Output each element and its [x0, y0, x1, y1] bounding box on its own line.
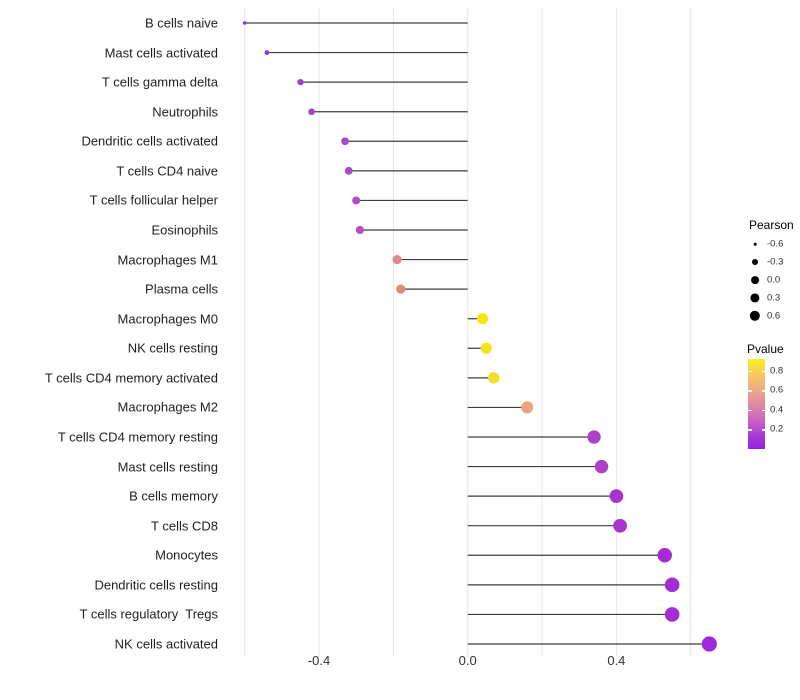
pearson-legend-label: -0.6 [767, 238, 784, 250]
pearson-legend-dot [750, 293, 760, 303]
pvalue-tick-mark [761, 390, 765, 392]
pvalue-tick-mark [748, 370, 752, 373]
pearson-legend-dot [753, 242, 757, 246]
y-axis-label: NK cells resting [127, 340, 218, 356]
lollipop-dot [587, 430, 601, 444]
y-axis-label: Plasma cells [145, 281, 218, 297]
lollipop-dot [392, 254, 402, 265]
pvalue-tick-mark [761, 429, 765, 431]
y-axis-label: T cells CD4 memory activated [44, 370, 218, 386]
y-axis-label: T cells gamma delta [101, 74, 218, 90]
y-axis-label: Monocytes [155, 547, 218, 563]
pearson-legend-label: 0.0 [767, 274, 781, 286]
pvalue-tick-mark [761, 370, 765, 373]
lollipop-dot [264, 50, 270, 55]
pearson-legend-label: -0.3 [767, 256, 784, 268]
y-axis-label: T cells CD8 [151, 518, 218, 534]
pvalue-tick-mark [748, 390, 752, 392]
lollipop-dot [480, 342, 492, 354]
pvalue-tick-label: 0.6 [770, 384, 784, 396]
lollipop-dot [664, 607, 680, 622]
pvalue-tick-label: 0.4 [770, 404, 784, 416]
lollipop-dot [594, 459, 609, 474]
pearson-legend-title: Pearson [749, 218, 794, 232]
lollipop-dot [308, 108, 315, 116]
y-axis-label: Eosinophils [151, 222, 219, 238]
y-axis-label: T cells CD4 memory resting [57, 429, 218, 445]
x-axis-tick-label: 0.4 [607, 653, 626, 668]
y-axis-label: Dendritic cells resting [94, 577, 218, 593]
pearson-legend-dot [751, 276, 759, 284]
y-axis-label: Neutrophils [152, 104, 218, 120]
pvalue-legend-title: Pvalue [747, 342, 784, 356]
y-axis-label: B cells memory [129, 488, 218, 504]
pvalue-tick-mark [748, 429, 752, 431]
y-axis-label: Dendritic cells activated [81, 133, 218, 149]
pearson-legend-label: 0.3 [767, 292, 781, 304]
y-axis-label: Mast cells resting [117, 459, 218, 475]
pvalue-tick-label: 0.8 [770, 364, 784, 376]
lollipop-dot [613, 518, 627, 533]
lollipop-dot [344, 166, 353, 175]
lollipop-dot [476, 313, 489, 325]
x-axis-tick-label: -0.4 [307, 653, 331, 668]
pearson-legend-label: 0.6 [767, 310, 781, 322]
y-axis-label: B cells naive [145, 15, 218, 31]
lollipop-dot [609, 489, 624, 503]
lollipop-dot [341, 137, 349, 146]
y-axis-label: Macrophages M1 [117, 252, 218, 268]
lollipop-dot [242, 21, 247, 25]
x-axis-tick-label: 0.0 [458, 653, 477, 668]
y-axis-label: Macrophages M2 [117, 399, 218, 415]
pearson-legend-dot [752, 259, 758, 265]
pvalue-tick-mark [748, 409, 752, 412]
lollipop-dot [352, 196, 361, 205]
y-axis-label: NK cells activated [114, 636, 218, 652]
y-axis-label: T cells follicular helper [89, 192, 218, 208]
pearson-legend-dot [749, 310, 761, 322]
pvalue-colorbar [748, 359, 765, 449]
lollipop-dot [521, 401, 534, 414]
pvalue-tick-mark [761, 409, 765, 412]
y-axis-label: Macrophages M0 [117, 311, 218, 327]
lollipop-dot [701, 636, 717, 652]
lollipop-dot [297, 79, 304, 86]
y-axis-label: T cells regulatory Tregs [79, 606, 218, 622]
pvalue-tick-label: 0.2 [770, 423, 784, 435]
y-axis-label: T cells CD4 naive [116, 163, 218, 179]
lollipop-dot [664, 577, 680, 593]
lollipop-dot [396, 284, 406, 294]
lollipop-dot [355, 225, 365, 235]
y-axis-label: Mast cells activated [104, 45, 218, 61]
lollipop-dot [488, 372, 500, 384]
lollipop-dot [657, 548, 672, 563]
